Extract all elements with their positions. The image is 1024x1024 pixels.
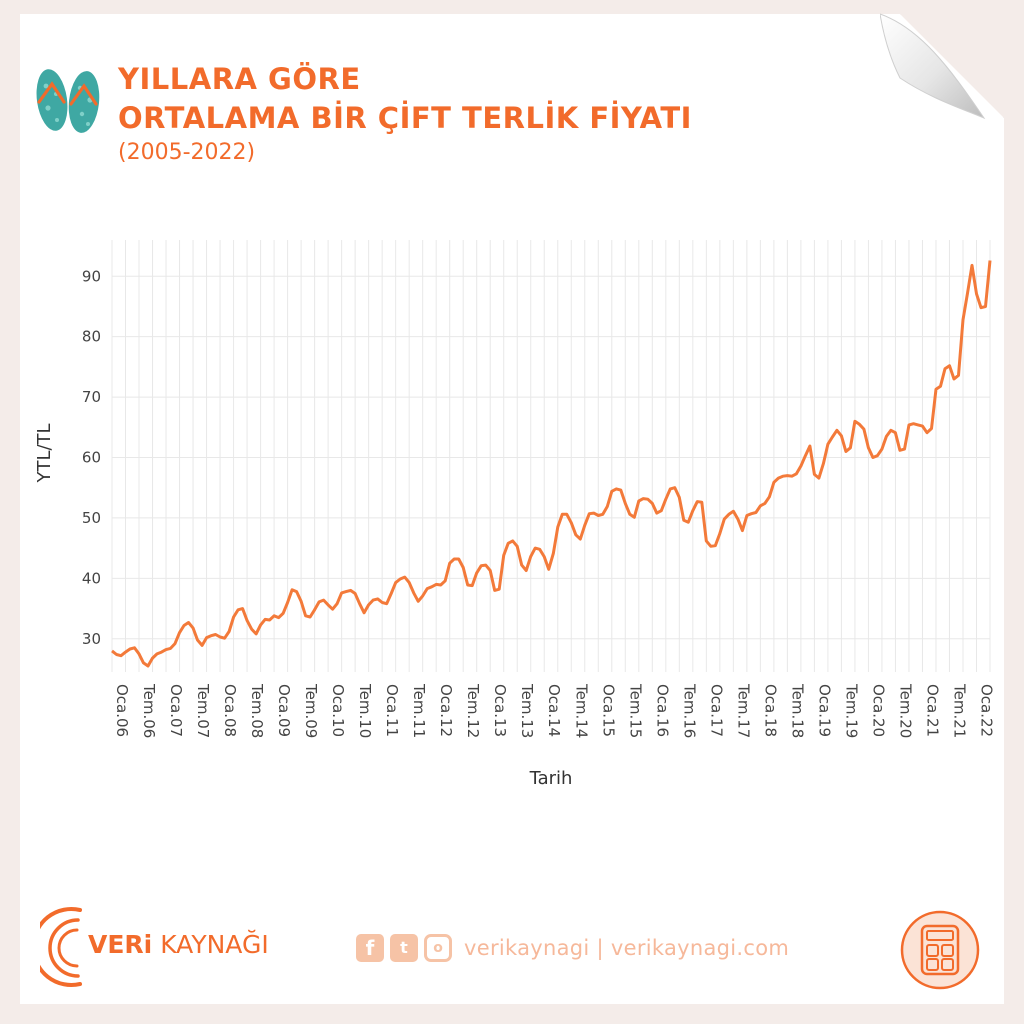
x-tick-label: Oca.21	[923, 684, 941, 737]
x-tick-label: Oca.19	[815, 684, 833, 737]
grid-lines	[111, 240, 991, 672]
flip-flops-icon	[36, 69, 100, 133]
x-tick-label: Oca.18	[761, 684, 779, 737]
x-tick-label: Oca.13	[491, 684, 509, 737]
x-tick-label: Oca.09	[275, 684, 293, 737]
x-tick-label: Oca.16	[653, 684, 671, 737]
x-tick-label: Tem.20	[896, 683, 914, 738]
paper-background	[20, 14, 1004, 1004]
chart-title: YILLARA GÖRE ORTALAMA BİR ÇİFT TERLİK Fİ…	[118, 60, 692, 138]
chart-subtitle: (2005-2022)	[118, 140, 256, 165]
title-line-2: ORTALAMA BİR ÇİFT TERLİK FİYATI	[118, 101, 692, 135]
x-axis-title: Tarih	[529, 768, 573, 789]
x-tick-label: Tem.18	[788, 683, 806, 738]
x-tick-label: Tem.07	[194, 683, 212, 738]
instagram-icon[interactable]: o	[424, 934, 452, 962]
x-tick-label: Oca.11	[383, 684, 401, 737]
title-line-1: YILLARA GÖRE	[118, 62, 361, 96]
y-tick-label: 90	[82, 267, 101, 285]
brand-name-bold: VERi	[88, 930, 153, 959]
y-tick-label: 70	[82, 388, 101, 406]
x-tick-label: Tem.17	[734, 683, 752, 738]
y-tick-label: 80	[82, 328, 101, 346]
x-tick-label: Oca.10	[329, 684, 347, 737]
x-tick-label: Tem.08	[248, 683, 266, 738]
x-tick-label: Tem.12	[464, 683, 482, 738]
x-tick-label: Oca.07	[167, 684, 185, 737]
y-tick-label: 30	[82, 630, 101, 648]
x-tick-label: Oca.08	[221, 684, 239, 737]
x-tick-labels: Oca.06 Tem.06 Oca.07 Tem.07 Oca.08 Tem.08 Oca.…	[113, 683, 995, 738]
calculator-icon	[900, 910, 980, 990]
x-tick-label: Oca.22	[977, 684, 995, 737]
veri-kaynagi-logo-icon	[40, 907, 82, 987]
y-axis-title: YTL/TL	[34, 423, 55, 483]
x-tick-label: Tem.11	[410, 683, 428, 738]
x-tick-label: Tem.14	[572, 683, 590, 738]
social-links: f t o verikaynagi | verikaynagi.com	[356, 931, 789, 965]
x-tick-label: Oca.15	[599, 684, 617, 737]
facebook-icon[interactable]: f	[356, 934, 384, 962]
x-tick-label: Tem.19	[842, 683, 860, 738]
social-handle-text[interactable]: verikaynagi | verikaynagi.com	[464, 936, 790, 960]
y-tick-label: 40	[82, 569, 101, 587]
x-tick-label: Oca.14	[545, 684, 563, 737]
brand-name-rest: KAYNAĞI	[152, 930, 269, 959]
x-tick-label: Oca.17	[707, 684, 725, 737]
brand-name: VERi KAYNAĞI	[88, 930, 269, 959]
x-tick-label: Tem.15	[626, 683, 644, 738]
twitter-icon[interactable]: t	[390, 934, 418, 962]
x-tick-label: Oca.20	[869, 684, 887, 737]
x-tick-label: Oca.12	[437, 684, 455, 737]
x-tick-label: Tem.13	[518, 683, 536, 738]
x-tick-label: Oca.06	[113, 684, 131, 737]
price-series-line	[111, 260, 992, 668]
x-tick-label: Tem.09	[302, 683, 320, 738]
x-tick-label: Tem.10	[356, 683, 374, 738]
x-tick-label: Tem.06	[140, 683, 158, 738]
y-tick-label: 50	[82, 509, 101, 527]
page-curl-decoration	[880, 13, 986, 120]
y-tick-labels: 30 40 50 60 70 80 90	[82, 267, 101, 648]
y-tick-label: 60	[82, 449, 101, 467]
x-tick-label: Tem.16	[680, 683, 698, 738]
x-tick-label: Tem.21	[950, 683, 968, 738]
